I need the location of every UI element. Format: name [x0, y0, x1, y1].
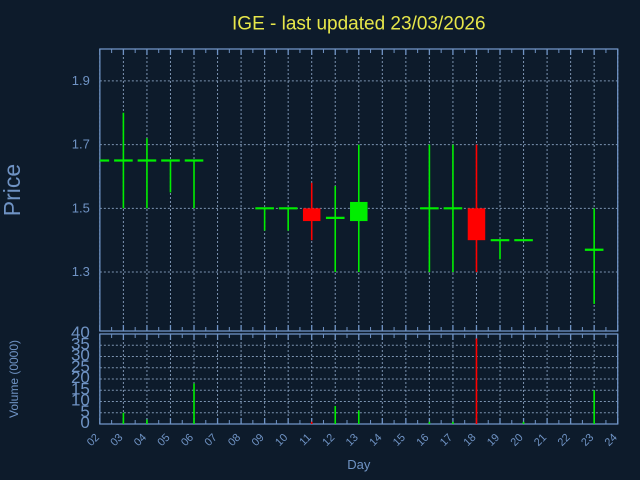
svg-text:Volume (0000): Volume (0000)	[7, 340, 21, 418]
svg-text:40: 40	[71, 323, 90, 342]
svg-text:Day: Day	[347, 457, 371, 472]
svg-text:IGE - last updated 23/03/2026: IGE - last updated 23/03/2026	[232, 14, 486, 35]
svg-text:Price: Price	[0, 164, 25, 216]
svg-text:1.5: 1.5	[72, 200, 90, 215]
svg-text:1.7: 1.7	[72, 137, 90, 152]
svg-text:1.9: 1.9	[72, 73, 90, 88]
svg-text:1.3: 1.3	[72, 264, 90, 279]
